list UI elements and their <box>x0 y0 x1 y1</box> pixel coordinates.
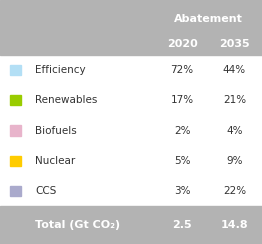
Text: 22%: 22% <box>223 186 246 196</box>
Text: 2.5: 2.5 <box>172 220 192 230</box>
Bar <box>0 206 262 244</box>
Text: 44%: 44% <box>223 65 246 75</box>
Text: 2020: 2020 <box>167 39 198 49</box>
Text: 21%: 21% <box>223 95 246 105</box>
Text: Nuclear: Nuclear <box>35 156 76 166</box>
Text: 17%: 17% <box>171 95 194 105</box>
Text: Efficiency: Efficiency <box>35 65 86 75</box>
Text: 2%: 2% <box>174 126 190 135</box>
Bar <box>10 95 21 105</box>
Text: Abatement: Abatement <box>174 14 243 24</box>
Text: 72%: 72% <box>171 65 194 75</box>
Bar <box>0 0 262 55</box>
Text: 4%: 4% <box>226 126 243 135</box>
Text: 5%: 5% <box>174 156 190 166</box>
Text: Total (Gt CO₂): Total (Gt CO₂) <box>35 220 121 230</box>
Text: 14.8: 14.8 <box>221 220 248 230</box>
Text: 2035: 2035 <box>219 39 250 49</box>
Bar <box>10 186 21 196</box>
Text: Renewables: Renewables <box>35 95 98 105</box>
Text: Biofuels: Biofuels <box>35 126 77 135</box>
Bar <box>10 65 21 75</box>
Text: 9%: 9% <box>226 156 243 166</box>
Text: CCS: CCS <box>35 186 57 196</box>
Bar <box>10 125 21 136</box>
Text: 3%: 3% <box>174 186 190 196</box>
Bar <box>10 156 21 166</box>
